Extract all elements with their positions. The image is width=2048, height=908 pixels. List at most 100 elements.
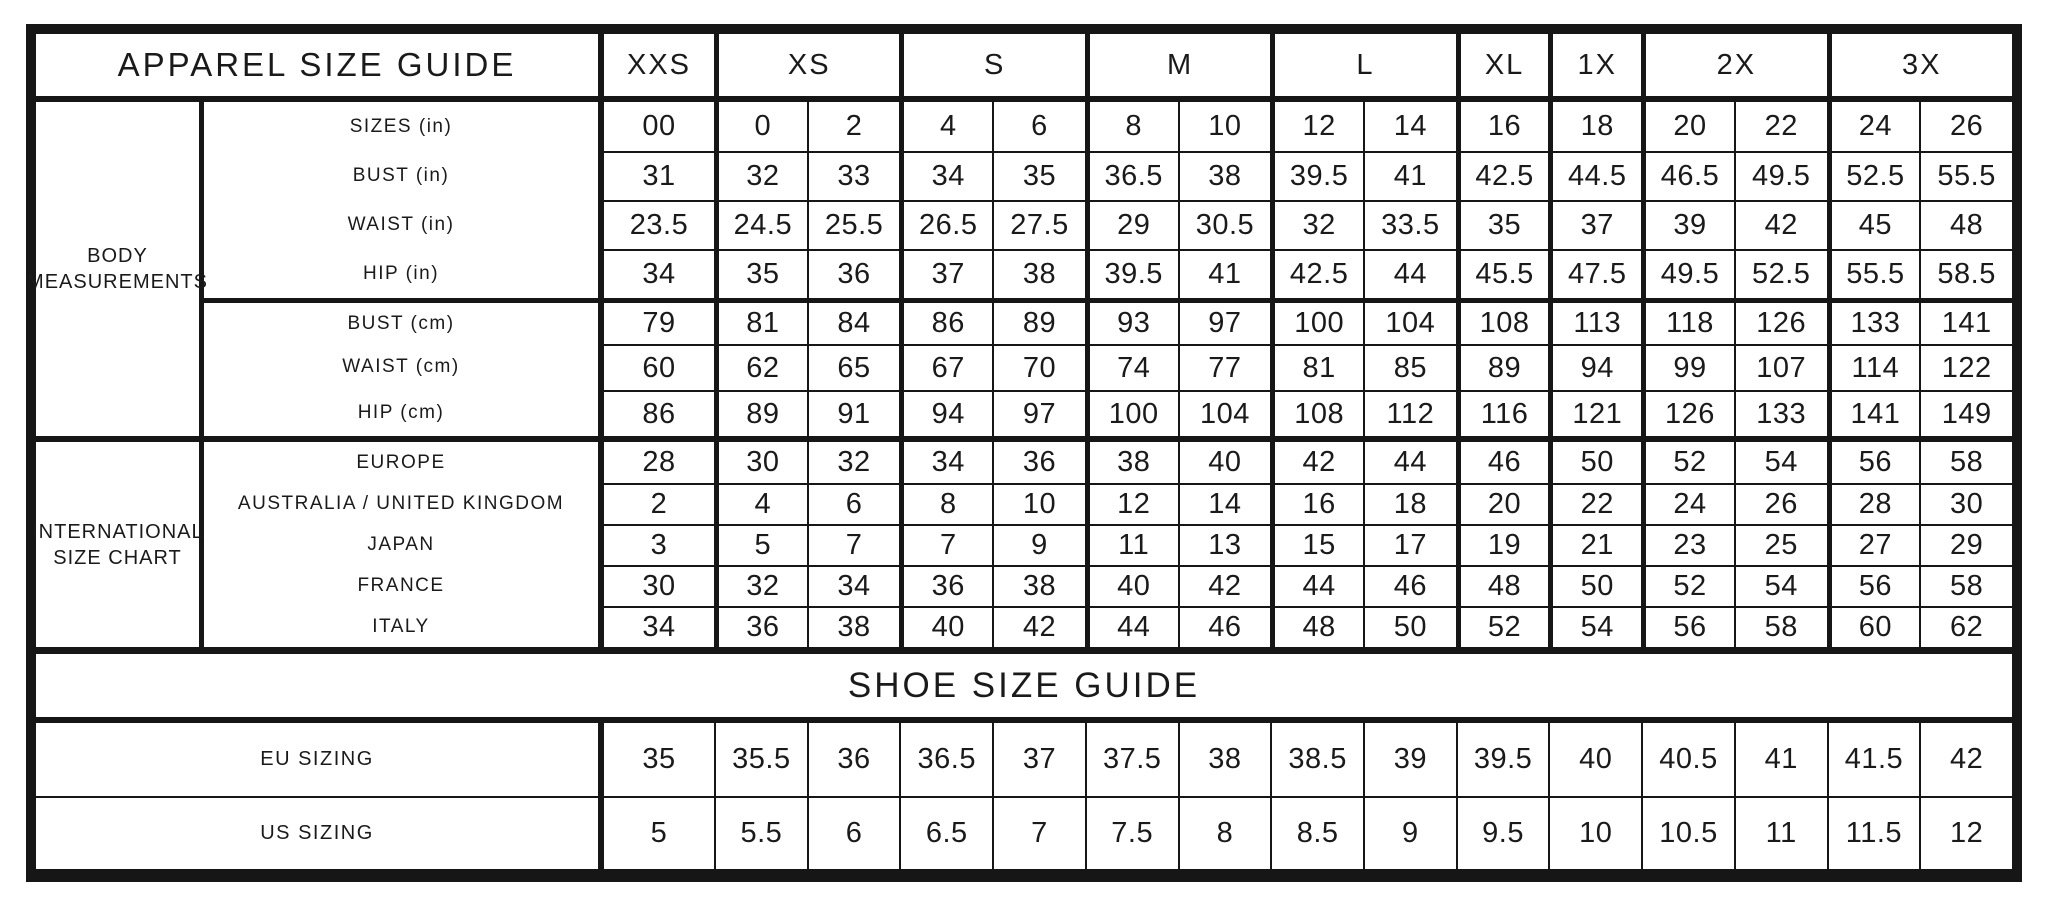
size-value-cell: 45.5 — [1455, 249, 1549, 298]
size-value-cell: 39 — [1641, 200, 1734, 249]
size-value-cell: 26.5 — [899, 200, 993, 249]
size-value-cell: 41.5 — [1826, 723, 1920, 796]
size-value-cell: 52.5 — [1826, 151, 1920, 200]
size-value-cell: 7 — [992, 796, 1085, 869]
size-value-cell: 48 — [1455, 565, 1549, 606]
size-value-cell: 21 — [1548, 524, 1642, 565]
row-label-us-sizing: US SIZING — [36, 796, 598, 869]
size-value-cell: 20 — [1641, 102, 1734, 151]
row-label-france: FRANCE — [357, 574, 445, 596]
size-value-cell: 19 — [1455, 524, 1549, 565]
size-value-cell: 58.5 — [1919, 249, 2012, 298]
size-value-cell: 2 — [598, 483, 714, 524]
size-value-cell: 4 — [714, 483, 807, 524]
size-value-cell: 14 — [1177, 483, 1271, 524]
size-value-cell: 58 — [1733, 606, 1827, 647]
size-value-cell: 89 — [1455, 344, 1549, 390]
size-value-cell: 121 — [1548, 390, 1642, 436]
size-value-cell: 44 — [1363, 442, 1456, 483]
size-value-cell: 26 — [1919, 102, 2012, 151]
size-value-cell: 42.5 — [1455, 151, 1549, 200]
size-value-cell: 00 — [598, 102, 714, 151]
size-value-cell: 48 — [1270, 606, 1363, 647]
size-value-cell: 32 — [806, 442, 900, 483]
size-value-cell: 35 — [1455, 200, 1549, 249]
size-value-cell: 133 — [1826, 298, 1920, 344]
size-value-cell: 28 — [598, 442, 714, 483]
size-value-cell: 52.5 — [1733, 249, 1827, 298]
size-value-cell: 10 — [992, 483, 1085, 524]
row-values: 34 35 36 37 38 39.5 41 42.5 44 45.5 47.5 49.5 52.5 55… — [598, 249, 2012, 298]
size-value-cell: 91 — [806, 390, 900, 436]
size-group-xxs: XXS — [598, 34, 714, 96]
size-value-cell: 3 — [598, 524, 714, 565]
size-value-cell: 22 — [1733, 102, 1827, 151]
size-value-cell: 6.5 — [899, 796, 993, 869]
row-values: 23.5 24.5 25.5 26.5 27.5 29 30.5 32 33.5 35 37 39 42… — [598, 200, 2012, 249]
size-value-cell: 8 — [899, 483, 993, 524]
size-value-cell: 10.5 — [1641, 796, 1734, 869]
size-value-cell: 32 — [1270, 200, 1363, 249]
size-value-cell: 30 — [598, 565, 714, 606]
size-value-cell: 33.5 — [1363, 200, 1456, 249]
size-value-cell: 42 — [1919, 723, 2012, 796]
size-value-cell: 12 — [1919, 796, 2012, 869]
size-value-cell: 49.5 — [1733, 151, 1827, 200]
size-value-cell: 133 — [1733, 390, 1827, 436]
size-value-cell: 40 — [899, 606, 993, 647]
size-value-cell: 55.5 — [1919, 151, 2012, 200]
size-value-cell: 141 — [1826, 390, 1920, 436]
size-value-cell: 85 — [1363, 344, 1456, 390]
size-value-cell: 60 — [598, 344, 714, 390]
size-value-cell: 7 — [899, 524, 993, 565]
size-value-cell: 112 — [1363, 390, 1456, 436]
size-value-cell: 18 — [1363, 483, 1456, 524]
international-rows: EUROPE 28 30 32 34 36 38 40 42 44 46 50 52 54 56 58 AU… — [204, 442, 2012, 647]
table-row: ITALY 34 36 38 40 42 44 46 48 50 52 54 56 58 60 62 — [204, 606, 2012, 647]
size-value-cell: 100 — [1270, 298, 1363, 344]
size-value-cell: 81 — [1270, 344, 1363, 390]
size-value-cell: 114 — [1826, 344, 1920, 390]
size-value-cell: 56 — [1641, 606, 1734, 647]
size-value-cell: 41 — [1733, 723, 1827, 796]
size-value-cell: 6 — [992, 102, 1085, 151]
size-value-cell: 50 — [1363, 606, 1456, 647]
table-row: US SIZING 5 5.5 6 6.5 7 7.5 8 8.5 9 9.5 10 10.5 11 11… — [36, 796, 2012, 869]
size-value-cell: 10 — [1548, 796, 1642, 869]
row-values: 79 81 84 86 89 93 97 100 104 108 113 118 126 133 141 — [598, 298, 2012, 344]
size-value-cell: 35 — [992, 151, 1085, 200]
size-value-cell: 25 — [1733, 524, 1827, 565]
row-values: 34 36 38 40 42 44 46 48 50 52 54 56 58 60 62 — [598, 606, 2012, 647]
size-value-cell: 54 — [1733, 565, 1827, 606]
size-value-cell: 52 — [1641, 565, 1734, 606]
size-value-cell: 35 — [714, 249, 807, 298]
size-value-cell: 42 — [1177, 565, 1271, 606]
row-label-waist-cm: WAIST (cm) — [342, 356, 460, 377]
row-values: 35 35.5 36 36.5 37 37.5 38 38.5 39 39.5 40 40.5 41 41… — [598, 723, 2012, 796]
size-group-s: S — [899, 34, 1084, 96]
size-value-cell: 42 — [992, 606, 1085, 647]
size-value-cell: 9.5 — [1455, 796, 1549, 869]
size-group-headers: XXS XS S M L XL 1X 2X 3X — [598, 34, 2012, 96]
row-values: 3 5 7 7 9 11 13 15 17 19 21 23 25 27 29 — [598, 524, 2012, 565]
table-row: AUSTRALIA / UNITED KINGDOM 2 4 6 8 10 12 14 16 1… — [204, 483, 2012, 524]
size-value-cell: 74 — [1084, 344, 1178, 390]
size-value-cell: 34 — [598, 249, 714, 298]
size-value-cell: 55.5 — [1826, 249, 1920, 298]
size-value-cell: 8 — [1177, 796, 1271, 869]
size-value-cell: 50 — [1548, 442, 1641, 483]
table-row: JAPAN 3 5 7 7 9 11 13 15 17 19 21 23 25 27 29 — [204, 524, 2012, 565]
size-value-cell: 149 — [1919, 390, 2012, 436]
size-group-1x: 1X — [1548, 34, 1641, 96]
row-label-hip-in: HIP (in) — [362, 262, 440, 284]
size-value-cell: 44.5 — [1548, 151, 1642, 200]
size-value-cell: 5 — [714, 524, 807, 565]
size-value-cell: 37 — [992, 723, 1085, 796]
size-value-cell: 40.5 — [1641, 723, 1734, 796]
size-value-cell: 89 — [992, 298, 1085, 344]
row-values: 5 5.5 6 6.5 7 7.5 8 8.5 9 9.5 10 10.5 11 11.5 12 — [598, 796, 2012, 869]
size-value-cell: 4 — [899, 102, 992, 151]
size-value-cell: 89 — [714, 390, 807, 436]
size-value-cell: 38.5 — [1270, 723, 1363, 796]
table-row: BUST (in) 31 32 33 34 35 36.5 38 39.5 41 42.5 44.5… — [204, 151, 2012, 200]
